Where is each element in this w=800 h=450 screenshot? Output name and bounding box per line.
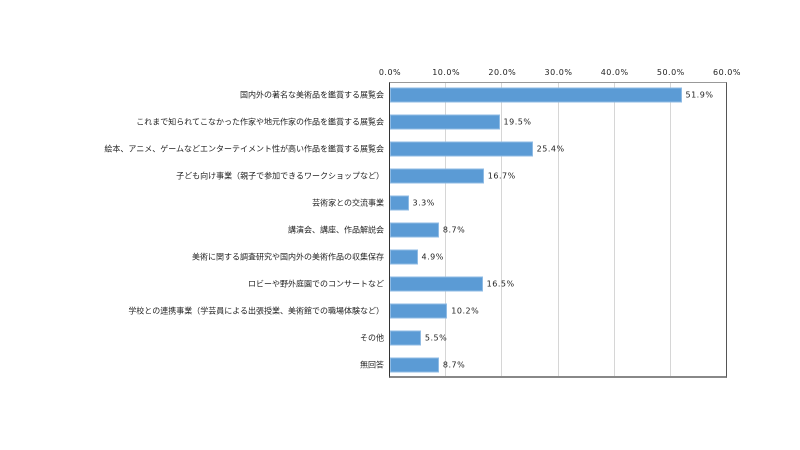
category-label: 国内外の著名な美術品を鑑賞する展覧会 — [240, 90, 384, 100]
value-label: 8.7% — [442, 360, 466, 370]
category-label: これまで知られてこなかった作家や地元作家の作品を鑑賞する展覧会 — [136, 117, 384, 127]
category-label: ロビーや野外庭園でのコンサートなど — [248, 279, 384, 289]
value-label: 25.4% — [536, 144, 565, 154]
x-tick-label: 10.0% — [432, 68, 461, 77]
bar — [390, 168, 484, 184]
bar — [390, 357, 439, 373]
value-label: 16.7% — [487, 171, 516, 181]
bar — [390, 303, 448, 319]
value-label: 19.5% — [503, 117, 532, 127]
value-label: 8.7% — [442, 225, 466, 235]
value-label: 3.3% — [412, 198, 435, 208]
category-label: 絵本、アニメ、ゲームなどエンターテイメント性が高い作品を鑑賞する展覧会 — [104, 144, 384, 154]
bar — [390, 276, 483, 292]
bar — [390, 222, 439, 238]
value-label: 5.5% — [424, 333, 448, 343]
category-label: 芸術家との交流事業 — [312, 198, 384, 208]
value-label: 51.9% — [685, 90, 714, 100]
gridline — [669, 83, 671, 376]
x-tick-label: 20.0% — [488, 68, 517, 77]
category-label: 無回答 — [360, 360, 384, 370]
bar — [390, 87, 682, 103]
category-label: その他 — [360, 333, 384, 343]
bar — [390, 141, 533, 157]
bar — [390, 249, 418, 265]
value-label: 16.5% — [486, 279, 515, 289]
category-label: 学校との連携事業（学芸員による出張授業、美術館での職場体験など） — [128, 306, 384, 316]
bar — [390, 195, 409, 211]
gridline — [613, 83, 615, 376]
category-label: 美術に関する調査研究や国内外の美術作品の収集保存 — [192, 252, 384, 262]
x-tick-label: 50.0% — [656, 68, 685, 77]
value-label: 10.2% — [451, 306, 480, 316]
value-label: 4.9% — [421, 252, 444, 262]
category-label: 子ども向け事業（親子で参加できるワークショップなど） — [176, 171, 384, 181]
category-label: 講演会、講座、作品解説会 — [288, 225, 384, 235]
gridline — [557, 83, 559, 376]
plot-area — [389, 82, 727, 378]
bar — [390, 114, 500, 130]
bar — [390, 330, 421, 346]
x-tick-label: 60.0% — [713, 68, 741, 77]
x-tick-label: 30.0% — [544, 68, 573, 77]
gridline — [501, 83, 503, 376]
gridline — [445, 83, 447, 376]
x-tick-label: 40.0% — [600, 68, 629, 77]
x-tick-label: 0.0% — [378, 68, 402, 77]
